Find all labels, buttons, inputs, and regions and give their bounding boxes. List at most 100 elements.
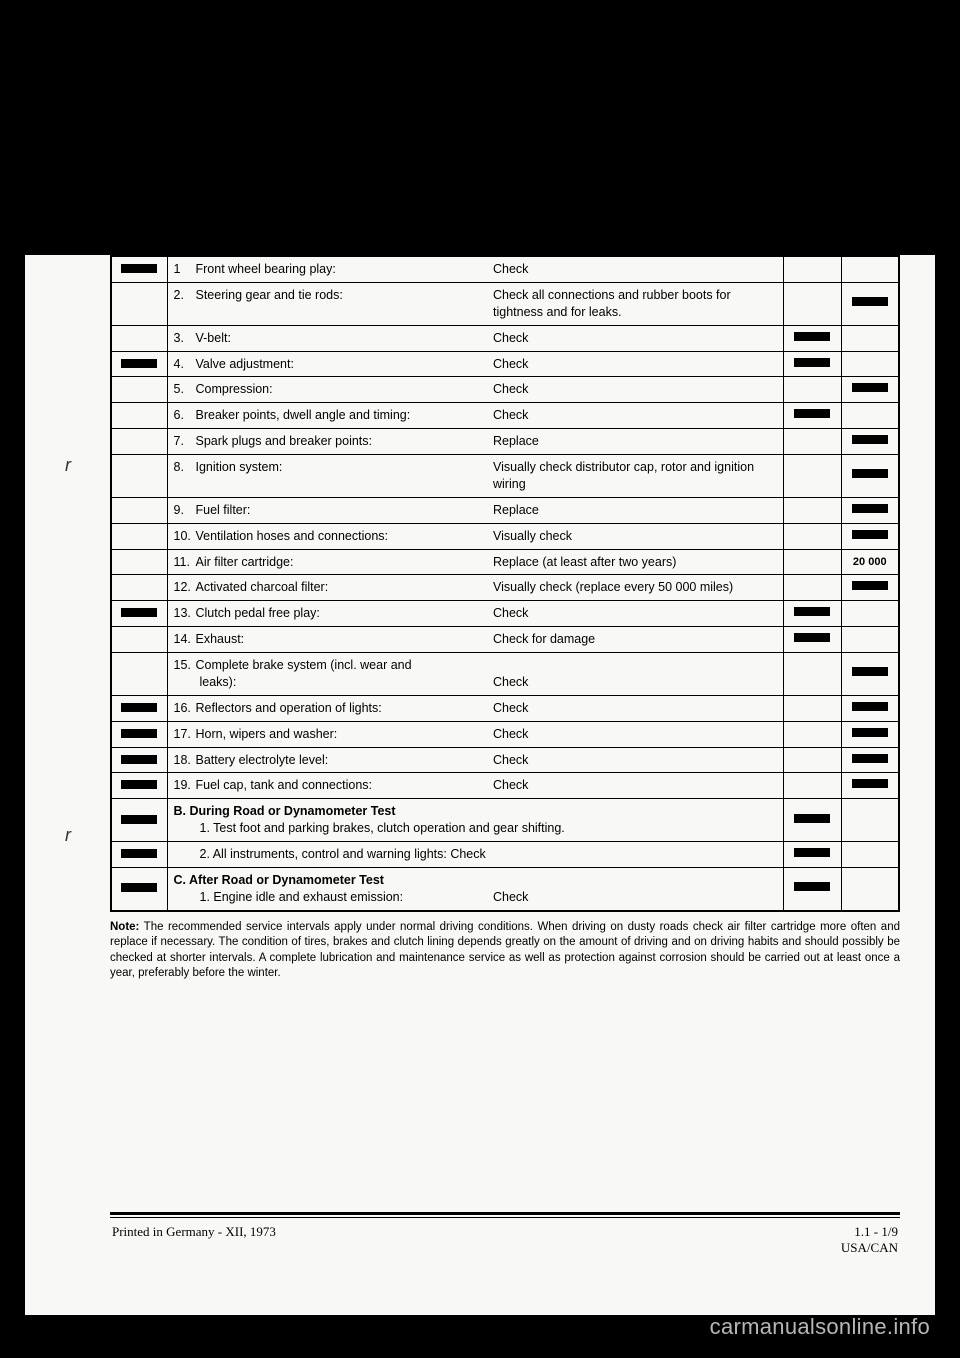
table-row: 1Front wheel bearing play:Check bbox=[111, 256, 899, 282]
interval-mark bbox=[852, 667, 888, 676]
section-b-item: 1. Test foot and parking brakes, clutch … bbox=[174, 820, 777, 837]
left-mark-cell bbox=[111, 601, 167, 627]
left-mark-cell bbox=[111, 773, 167, 799]
interval-mark bbox=[794, 358, 830, 367]
interval1-cell bbox=[783, 773, 841, 799]
desc-cell: 9.Fuel filter: bbox=[167, 497, 487, 523]
interval1-cell bbox=[783, 403, 841, 429]
interval1-cell bbox=[783, 351, 841, 377]
table-row: 17.Horn, wipers and washer:Check bbox=[111, 721, 899, 747]
note-text: Note: The recommended service intervals … bbox=[110, 920, 900, 982]
left-mark-cell bbox=[111, 549, 167, 575]
desc-cell: 10.Ventilation hoses and connections: bbox=[167, 523, 487, 549]
section-cell: B. During Road or Dynamometer Test1. Tes… bbox=[167, 799, 783, 842]
interval2-cell bbox=[841, 695, 899, 721]
action-cell: Check bbox=[487, 325, 783, 351]
left-mark-cell bbox=[111, 842, 167, 868]
table-row: 7.Spark plugs and breaker points:Replace bbox=[111, 429, 899, 455]
interval1-cell bbox=[783, 575, 841, 601]
left-mark-cell bbox=[111, 747, 167, 773]
interval2-cell bbox=[841, 429, 899, 455]
note-label: Note: bbox=[110, 921, 139, 933]
interval1-cell bbox=[783, 747, 841, 773]
action-cell: Check bbox=[487, 377, 783, 403]
interval-mark bbox=[852, 383, 888, 392]
interval1-cell bbox=[783, 721, 841, 747]
action-cell: Check for damage bbox=[487, 627, 783, 653]
desc-cell: 16.Reflectors and operation of lights: bbox=[167, 695, 487, 721]
table-row: 5.Compression:Check bbox=[111, 377, 899, 403]
left-mark-cell bbox=[111, 627, 167, 653]
left-mark-cell bbox=[111, 256, 167, 282]
watermark: carmanualsonline.info bbox=[710, 1314, 930, 1340]
interval2-cell bbox=[841, 575, 899, 601]
section-b-item: 2. All instruments, control and warning … bbox=[174, 846, 777, 863]
interval-mark bbox=[121, 729, 157, 738]
interval-mark bbox=[794, 814, 830, 823]
left-mark-cell bbox=[111, 455, 167, 498]
desc-cell: 12.Activated charcoal filter: bbox=[167, 575, 487, 601]
section-c-row: C. After Road or Dynamometer Test1. Engi… bbox=[111, 867, 899, 910]
action-cell: Check bbox=[487, 403, 783, 429]
action-cell: Check bbox=[487, 351, 783, 377]
interval2-cell bbox=[841, 455, 899, 498]
interval2-cell bbox=[841, 256, 899, 282]
margin-mark: r bbox=[65, 455, 71, 476]
note-body: The recommended service intervals apply … bbox=[110, 921, 900, 980]
interval2-cell bbox=[841, 747, 899, 773]
section-cell: C. After Road or Dynamometer Test1. Engi… bbox=[167, 867, 487, 910]
action-cell: Replace (at least after two years) bbox=[487, 549, 783, 575]
interval-mark bbox=[852, 702, 888, 711]
left-mark-cell bbox=[111, 695, 167, 721]
desc-cell: 13.Clutch pedal free play: bbox=[167, 601, 487, 627]
desc-cell: 17.Horn, wipers and washer: bbox=[167, 721, 487, 747]
interval1-cell bbox=[783, 256, 841, 282]
table-row: 11.Air filter cartridge:Replace (at leas… bbox=[111, 549, 899, 575]
action-cell: Check bbox=[487, 601, 783, 627]
action-cell: Visually check (replace every 50 000 mil… bbox=[487, 575, 783, 601]
desc-cell: 2.Steering gear and tie rods: bbox=[167, 282, 487, 325]
desc-cell: 11.Air filter cartridge: bbox=[167, 549, 487, 575]
interval-mark bbox=[121, 264, 157, 273]
section-b-row: B. During Road or Dynamometer Test1. Tes… bbox=[111, 799, 899, 842]
action-cell: Check bbox=[487, 256, 783, 282]
margin-mark: r bbox=[65, 825, 71, 846]
action-cell: Visually check distributor cap, rotor an… bbox=[487, 455, 783, 498]
interval1-cell bbox=[783, 653, 841, 696]
action-cell: Check bbox=[487, 773, 783, 799]
interval2-cell: 20 000 bbox=[841, 549, 899, 575]
interval-mark bbox=[794, 332, 830, 341]
interval2-cell bbox=[841, 601, 899, 627]
action-cell: Check bbox=[487, 721, 783, 747]
interval2-cell bbox=[841, 282, 899, 325]
left-mark-cell bbox=[111, 721, 167, 747]
table-row: 8.Ignition system:Visually check distrib… bbox=[111, 455, 899, 498]
left-mark-cell bbox=[111, 377, 167, 403]
interval-mark bbox=[852, 779, 888, 788]
interval-mark bbox=[852, 469, 888, 478]
desc-cell: 1Front wheel bearing play: bbox=[167, 256, 487, 282]
interval1-cell bbox=[783, 549, 841, 575]
interval2-cell bbox=[841, 773, 899, 799]
interval-mark bbox=[852, 581, 888, 590]
interval1-cell bbox=[783, 325, 841, 351]
interval-mark bbox=[121, 359, 157, 368]
interval-mark bbox=[852, 728, 888, 737]
interval2-cell bbox=[841, 653, 899, 696]
desc-cell: 15.Complete brake system (incl. wear and… bbox=[167, 653, 487, 696]
table-row: 6.Breaker points, dwell angle and timing… bbox=[111, 403, 899, 429]
interval-mark bbox=[852, 297, 888, 306]
left-mark-cell bbox=[111, 523, 167, 549]
desc-cell: 3.V-belt: bbox=[167, 325, 487, 351]
interval1-cell bbox=[783, 627, 841, 653]
action-cell: Check bbox=[487, 747, 783, 773]
table-row: 18.Battery electrolyte level:Check bbox=[111, 747, 899, 773]
action-cell: Check all connections and rubber boots f… bbox=[487, 282, 783, 325]
desc-cell: 6.Breaker points, dwell angle and timing… bbox=[167, 403, 487, 429]
left-mark-cell bbox=[111, 799, 167, 842]
table-row: 13.Clutch pedal free play:Check bbox=[111, 601, 899, 627]
table-row: 10.Ventilation hoses and connections:Vis… bbox=[111, 523, 899, 549]
interval1-cell bbox=[783, 695, 841, 721]
interval-mark bbox=[852, 504, 888, 513]
interval-mark bbox=[121, 883, 157, 892]
